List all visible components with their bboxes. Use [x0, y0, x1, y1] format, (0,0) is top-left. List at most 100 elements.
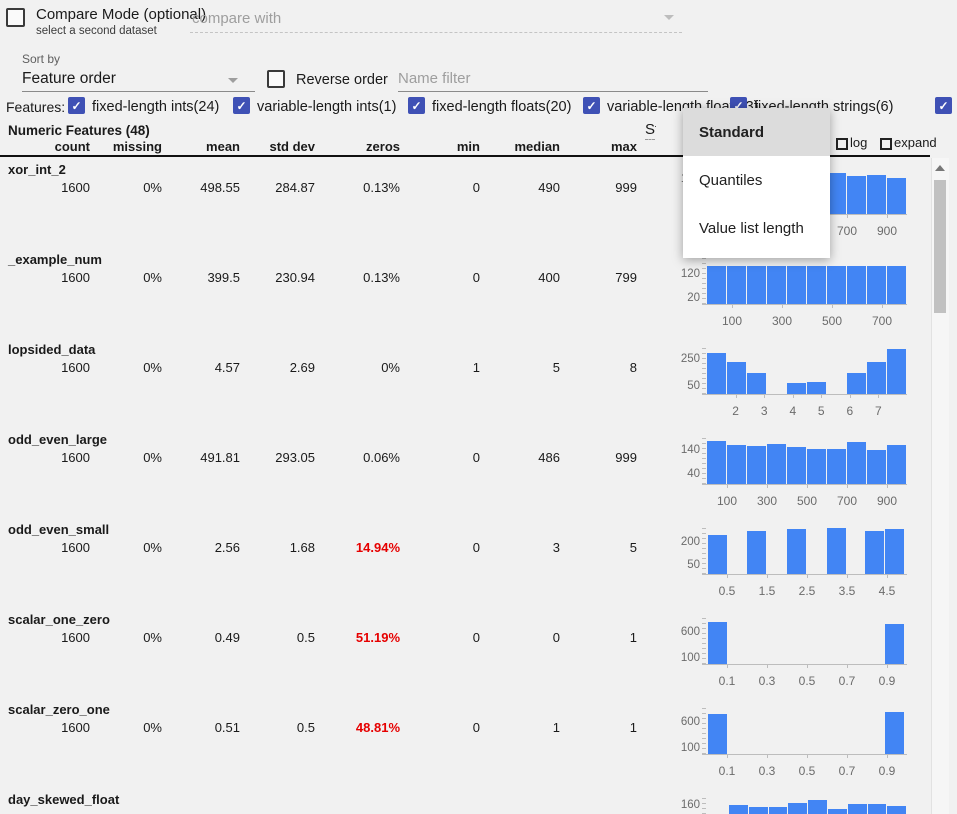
histogram-bar[interactable] [867, 362, 886, 394]
feature-type-checkbox[interactable]: ✓ [233, 97, 250, 114]
scrollbar-track[interactable] [931, 158, 949, 814]
feature-name: scalar_one_zero [8, 612, 110, 627]
histogram-bar[interactable] [787, 265, 806, 304]
y-axis-ticks [702, 348, 706, 394]
stat-cell: 5 [629, 540, 637, 555]
log-checkbox[interactable] [836, 138, 848, 150]
histogram-bar[interactable] [885, 623, 904, 664]
histogram[interactable] [707, 438, 907, 484]
histogram[interactable] [707, 618, 907, 664]
histogram-bar[interactable] [727, 265, 746, 304]
histogram-bar[interactable] [747, 530, 766, 574]
histogram-bar[interactable] [847, 373, 866, 394]
histogram-bar[interactable] [768, 807, 788, 814]
feature-type-checkbox[interactable]: ✓ [935, 97, 952, 114]
stat-cell: 491.81 [200, 450, 240, 465]
menu-item-standard[interactable]: Standard [683, 108, 830, 156]
sort-by-select[interactable]: Feature order [22, 70, 116, 87]
stat-cell: 0% [381, 360, 400, 375]
column-header: mean [206, 139, 240, 154]
y-axis-tick-label: 600 [680, 625, 700, 638]
compare-mode-checkbox[interactable] [6, 8, 25, 27]
histogram-bar[interactable] [788, 803, 808, 814]
x-axis-tick-label: 0.9 [878, 764, 896, 778]
histogram-bar[interactable] [747, 265, 766, 304]
menu-item-quantiles[interactable]: Quantiles [699, 171, 763, 189]
histogram-bar[interactable] [867, 175, 886, 214]
histogram-bar[interactable] [807, 265, 826, 304]
histogram-bar[interactable] [708, 534, 727, 574]
histogram-bar[interactable] [808, 800, 827, 814]
feature-type-checkbox[interactable]: ✓ [583, 97, 600, 114]
histogram-bar[interactable] [707, 265, 726, 304]
reverse-order-checkbox[interactable] [267, 70, 285, 88]
histogram-bar[interactable] [727, 444, 746, 484]
histogram-bar[interactable] [787, 446, 806, 484]
histogram-bar[interactable] [847, 265, 866, 304]
histogram[interactable] [707, 708, 907, 754]
histogram-bar[interactable] [729, 805, 748, 814]
histogram-bar[interactable] [707, 441, 726, 484]
histogram-bar[interactable] [748, 807, 768, 814]
name-filter-input[interactable]: Name filter [398, 70, 471, 87]
compare-with-input[interactable]: compare with [192, 10, 282, 27]
histogram-bar[interactable] [707, 353, 726, 394]
histogram-bar[interactable] [887, 265, 906, 304]
histogram-bar[interactable] [708, 621, 727, 664]
histogram-bar[interactable] [827, 172, 846, 214]
histogram-bar[interactable] [887, 349, 906, 394]
stat-cell: 999 [615, 450, 637, 465]
histogram[interactable] [707, 348, 907, 394]
histogram-bar[interactable] [847, 441, 866, 484]
menu-item-value-list-length[interactable]: Value list length [699, 219, 804, 237]
histogram-bar[interactable] [787, 528, 806, 574]
chart-type-select[interactable]: Standard [645, 121, 656, 138]
histogram-bar[interactable] [827, 265, 846, 304]
histogram-bar[interactable] [827, 528, 846, 574]
chart-type-menu: Standard Quantiles Value list length [683, 108, 830, 258]
x-axis-tick-label: 700 [836, 224, 858, 238]
x-axis-tick-label: 0.9 [878, 674, 896, 688]
histogram-bar[interactable] [847, 804, 867, 814]
histogram-bar[interactable] [887, 806, 907, 814]
compare-with-dropdown-icon[interactable] [664, 15, 674, 20]
x-axis-line [702, 394, 907, 395]
scrollbar-up-arrow-icon[interactable] [935, 165, 945, 171]
feature-type-label: fixed-length ints(24) [92, 99, 220, 115]
histogram-bar[interactable] [827, 448, 846, 484]
feature-type-checkbox[interactable]: ✓ [408, 97, 425, 114]
expand-checkbox[interactable] [880, 138, 892, 150]
stat-cell: 498.55 [200, 180, 240, 195]
histogram-bar[interactable] [767, 444, 786, 484]
histogram-bar[interactable] [867, 804, 887, 814]
histogram-bar[interactable] [767, 265, 786, 304]
histogram-bar[interactable] [828, 808, 847, 814]
x-axis-line [702, 484, 907, 485]
histogram[interactable] [707, 258, 907, 304]
histogram-bar[interactable] [885, 711, 904, 754]
histogram-bar[interactable] [727, 362, 746, 394]
feature-type-label: variable-length ints(1) [257, 99, 397, 115]
y-axis-tick-label: 160 [680, 799, 700, 812]
histogram-bar[interactable] [787, 383, 806, 394]
sort-by-dropdown-icon[interactable] [228, 78, 238, 83]
histogram-bar[interactable] [887, 444, 906, 484]
histogram-bar[interactable] [747, 445, 766, 484]
histogram[interactable] [707, 798, 907, 814]
histogram-bar[interactable] [847, 176, 866, 214]
histogram-bar[interactable] [807, 448, 826, 484]
x-axis-tick-label: 2 [732, 404, 739, 418]
histogram[interactable] [707, 528, 907, 574]
histogram-bar[interactable] [865, 530, 884, 574]
histogram-bar[interactable] [867, 265, 886, 304]
histogram-bar[interactable] [807, 382, 826, 394]
histogram-bar[interactable] [747, 373, 766, 394]
histogram-bar[interactable] [708, 713, 727, 754]
x-axis-line [702, 664, 907, 665]
histogram-bar[interactable] [867, 450, 886, 484]
histogram-bar[interactable] [885, 528, 904, 574]
scrollbar-thumb[interactable] [934, 180, 946, 313]
feature-type-checkbox[interactable]: ✓ [68, 97, 85, 114]
histogram-bar[interactable] [887, 178, 906, 214]
y-axis-tick-label: 100 [680, 651, 700, 664]
